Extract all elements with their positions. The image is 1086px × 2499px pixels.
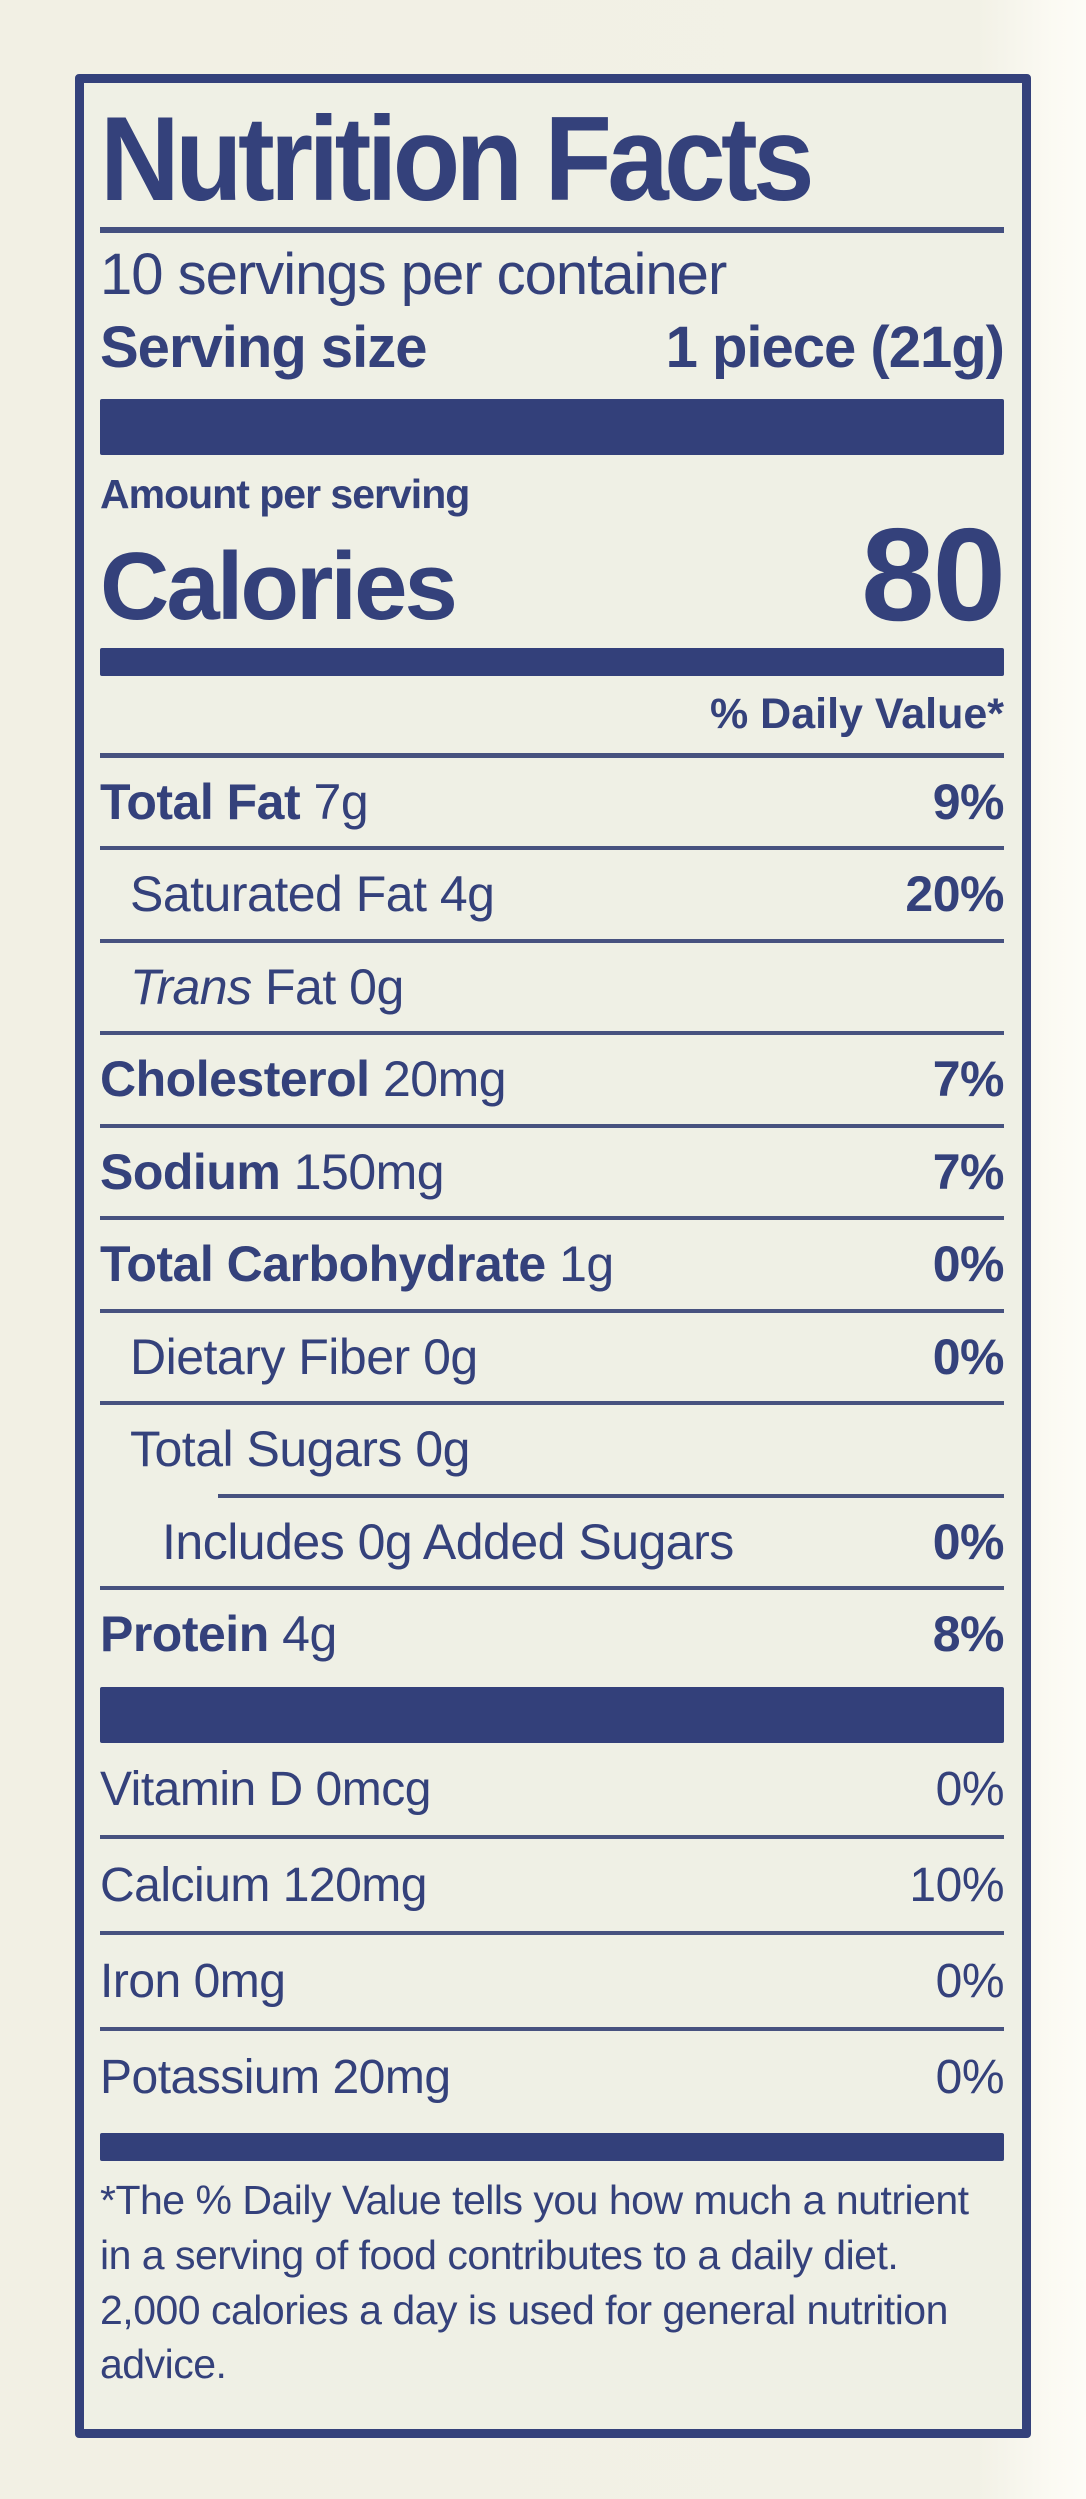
row-divider-indented	[218, 1493, 1004, 1498]
nutrient-row-added-sugars: Includes 0g Added Sugars 0%	[100, 1498, 1005, 1587]
title-underline	[100, 226, 1004, 233]
vitamin-name: Iron 0mg	[100, 1955, 286, 2009]
nutrient-name: Includes 0g Added Sugars	[162, 1513, 734, 1570]
separator-bar-thick-top	[100, 399, 1004, 456]
separator-bar-thick-vitamins	[100, 1686, 1004, 1743]
row-divider	[100, 938, 1004, 943]
nutrient-name: Total Carbohydrate 1g	[100, 1236, 614, 1293]
nutrient-dv: 7%	[932, 1143, 1005, 1200]
vitamin-name: Potassium 20mg	[100, 2051, 451, 2105]
nutrient-row-total-sugars: Total Sugars 0g	[100, 1405, 1004, 1494]
row-divider	[100, 1123, 1004, 1128]
serving-size-label: Serving size	[100, 314, 427, 380]
row-divider	[100, 1834, 1004, 1839]
nutrient-name: Total Fat 7g	[100, 773, 369, 830]
nutrient-dv: 0%	[932, 1236, 1005, 1293]
nutrient-row-sodium: Sodium 150mg 7%	[100, 1128, 1005, 1217]
vitamin-row-iron: Iron 0mg 0%	[100, 1935, 1005, 2027]
serving-size-row: Serving size 1 piece (21g)	[100, 314, 1005, 380]
amount-per-serving-label: Amount per serving	[100, 471, 470, 518]
vitamin-row-calcium: Calcium 120mg 10%	[100, 1839, 1004, 1931]
row-divider	[100, 1401, 1004, 1406]
calories-label: Calories	[100, 532, 458, 640]
serving-size-value: 1 piece (21g)	[665, 314, 1005, 380]
row-divider	[100, 1931, 1004, 1936]
nutrient-name: Sodium 150mg	[100, 1143, 445, 1200]
nutrient-row-total-carbohydrate: Total Carbohydrate 1g 0%	[100, 1220, 1005, 1309]
separator-bar-medium-calories	[100, 647, 1004, 676]
nutrient-row-dietary-fiber: Dietary Fiber 0g 0%	[100, 1313, 1005, 1402]
daily-value-rule	[100, 752, 1004, 758]
nutrient-row-cholesterol: Cholesterol 20mg 7%	[100, 1035, 1005, 1124]
row-divider	[100, 846, 1004, 851]
nutrient-name: Cholesterol 20mg	[100, 1051, 507, 1108]
vitamin-name: Vitamin D 0mcg	[100, 1762, 431, 1816]
nutrient-row-trans-fat: Trans Fat 0g	[100, 943, 1004, 1032]
nutrient-row-saturated-fat: Saturated Fat 4g 20%	[100, 850, 1004, 939]
vitamin-name: Calcium 120mg	[100, 1858, 427, 1912]
nutrient-dv: 20%	[905, 866, 1004, 923]
row-divider	[100, 1586, 1004, 1591]
row-divider	[100, 2027, 1004, 2032]
nutrient-dv: 0%	[932, 1328, 1005, 1385]
nutrient-name: Protein 4g	[100, 1606, 337, 1663]
nutrient-dv: 8%	[932, 1606, 1005, 1663]
nutrient-name: Trans Fat 0g	[130, 958, 404, 1015]
vitamin-dv: 0%	[935, 2051, 1005, 2105]
separator-bar-medium-footnote	[100, 2133, 1004, 2162]
row-divider	[100, 1216, 1004, 1221]
daily-value-footnote: *The % Daily Value tells you how much a …	[100, 2177, 969, 2388]
daily-value-header: % Daily Value*	[710, 689, 1004, 738]
nutrient-name: Total Sugars 0g	[130, 1421, 470, 1478]
nutrient-dv: 0%	[932, 1513, 1005, 1570]
nutrient-row-total-fat: Total Fat 7g 9%	[100, 758, 1005, 847]
nutrient-dv: 9%	[932, 773, 1005, 830]
nutrition-facts-panel: Nutrition Facts 10 servings per containe…	[75, 74, 1031, 2438]
nutrient-name: Saturated Fat 4g	[130, 866, 495, 923]
vitamin-row-potassium: Potassium 20mg 0%	[100, 2031, 1005, 2123]
vitamin-row-vitamin-d: Vitamin D 0mcg 0%	[100, 1743, 1005, 1835]
nutrient-dv: 7%	[932, 1051, 1005, 1108]
calories-value: 80	[861, 501, 1006, 649]
row-divider	[100, 1308, 1004, 1313]
vitamin-dv: 0%	[935, 1762, 1005, 1816]
servings-per-container: 10 servings per container	[100, 241, 727, 307]
nutrient-row-protein: Protein 4g 8%	[100, 1590, 1005, 1679]
nutrition-facts-title: Nutrition Facts	[100, 92, 815, 226]
row-divider	[100, 1031, 1004, 1036]
vitamin-dv: 0%	[935, 1955, 1005, 2009]
vitamin-dv: 10%	[909, 1858, 1004, 1912]
nutrient-name: Dietary Fiber 0g	[130, 1328, 478, 1385]
calories-row: Calories 80	[100, 501, 1006, 649]
